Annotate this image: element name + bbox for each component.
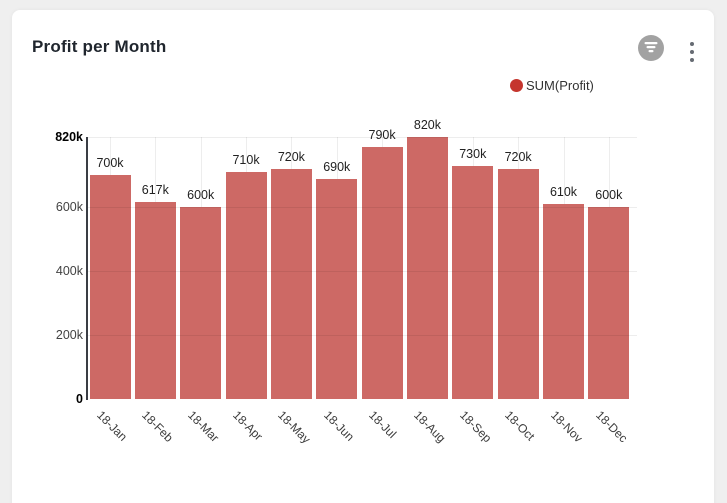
x-axis-label: 18-Aug [411,408,449,446]
bar-18-Dec[interactable] [588,207,630,399]
y-axis-label: 400k [55,263,83,278]
x-axis-label: 18-Feb [139,408,177,445]
legend-item[interactable]: SUM(Profit) [510,78,594,93]
x-axis-label: 18-Dec [592,408,631,446]
chart-title: Profit per Month [32,37,167,56]
bar-18-Jan[interactable] [89,175,131,399]
chart-card: Profit per Month SUM(Profit) 0 200k 400k 60… [12,10,714,503]
y-axis-label: 600k [55,199,83,214]
x-axis-label: 18-Apr [230,408,266,444]
bar-18-Jun[interactable] [316,178,358,399]
bar-chart: 0 200k 400k 600k 820k 700k 617k 600k 710k 720k 690… [12,10,714,503]
legend-marker-icon [510,79,523,92]
bar-value-label: 820k [413,118,441,132]
gridline-horizontal [87,271,637,273]
x-axis-label: 18-Mar [184,408,222,445]
filter-button[interactable] [638,35,664,61]
gridline-horizontal [87,207,637,209]
bar-18-Jul[interactable] [361,146,403,399]
bar-value-label: 720k [504,149,532,164]
bar-18-Feb[interactable] [134,201,176,399]
kebab-menu-icon[interactable] [684,36,700,68]
gridline-horizontal [87,137,637,138]
y-axis-label: 0 [76,391,83,406]
bar-value-label: 790k [368,127,396,142]
y-axis-label: 820k [55,129,83,144]
bar-18-Aug[interactable] [406,137,448,399]
x-axis-label: 18-May [275,408,314,447]
bar-value-label: 610k [549,185,578,200]
gridline-horizontal [87,335,637,337]
bar-value-label: 600k [595,188,623,203]
bar-18-May[interactable] [270,168,312,399]
bar-18-Nov[interactable] [543,204,584,399]
y-axis-line [86,137,88,400]
bar-18-Apr[interactable] [225,172,267,399]
bar-value-label: 617k [141,182,169,197]
bar-value-label: 690k [323,159,351,174]
bar-18-Sep[interactable] [452,165,494,399]
legend-label: SUM(Profit) [526,78,594,93]
x-axis-label: 18-Nov [547,408,585,446]
bar-value-label: 720k [277,149,305,164]
bar-value-label: 730k [459,146,487,161]
bar-18-Oct[interactable] [497,168,539,399]
y-axis-label: 200k [55,327,83,342]
bar-18-Mar[interactable] [180,207,222,399]
x-axis-label: 18-Jan [94,408,130,444]
bar-value-label: 600k [187,188,215,203]
x-axis-label: 18-Jun [320,408,357,444]
filter-icon [643,40,659,57]
x-axis-label: 18-Jul [366,408,400,442]
x-axis-label: 18-Oct [502,408,538,444]
x-axis-label: 18-Sep [456,408,495,446]
bar-value-label: 700k [96,156,124,171]
bar-value-label: 710k [232,153,260,168]
